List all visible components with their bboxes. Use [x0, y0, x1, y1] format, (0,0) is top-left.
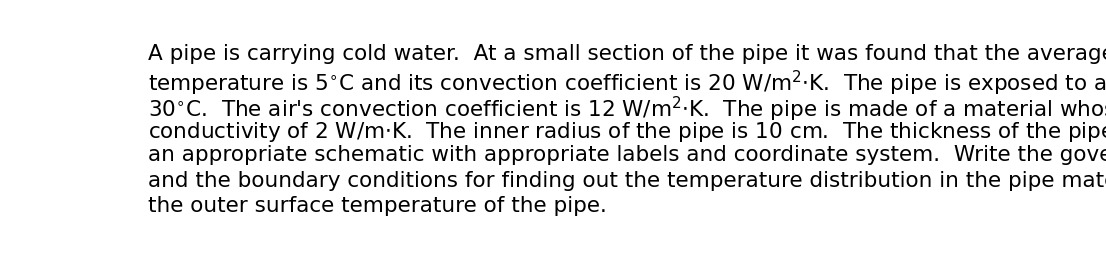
Text: an appropriate schematic with appropriate labels and coordinate system.  Write t: an appropriate schematic with appropriat…: [147, 145, 1106, 165]
Text: temperature is 5$^{\circ}$C and its convection coefficient is 20 $\mathdefault{W: temperature is 5$^{\circ}$C and its conv…: [147, 69, 1106, 98]
Text: 30$^{\circ}$C.  The air's convection coefficient is 12 $\mathdefault{W/m}$$^{2}$: 30$^{\circ}$C. The air's convection coef…: [147, 95, 1106, 124]
Text: A pipe is carrying cold water.  At a small section of the pipe it was found that: A pipe is carrying cold water. At a smal…: [147, 44, 1106, 64]
Text: the outer surface temperature of the pipe.: the outer surface temperature of the pip…: [147, 196, 606, 216]
Text: and the boundary conditions for finding out the temperature distribution in the : and the boundary conditions for finding …: [147, 171, 1106, 191]
Text: conductivity of 2 $\mathdefault{W/m{\cdot}K}$.  The inner radius of the pipe is : conductivity of 2 $\mathdefault{W/m{\cdo…: [147, 120, 1106, 144]
